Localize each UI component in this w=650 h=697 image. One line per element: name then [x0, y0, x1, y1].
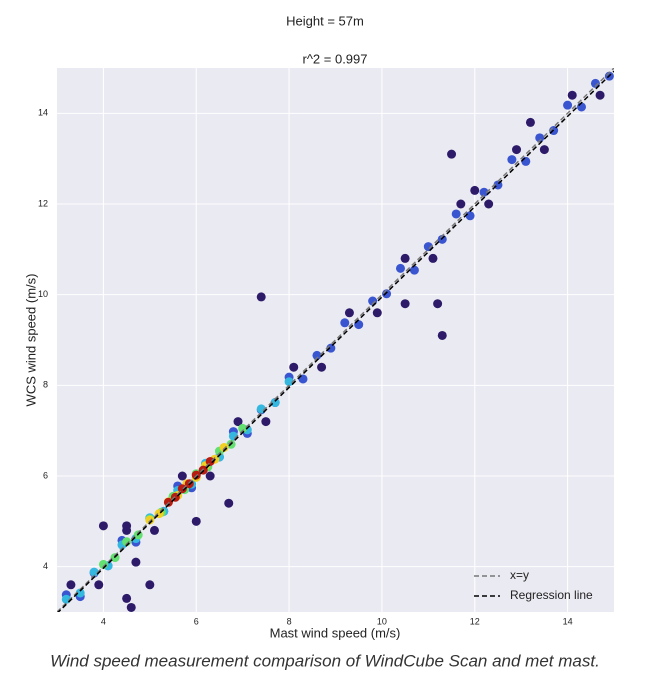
x-tick-label: 8 [287, 616, 292, 626]
point [595, 90, 605, 100]
point [535, 133, 545, 143]
reference-line [57, 68, 614, 612]
point [340, 318, 350, 328]
point [205, 471, 215, 481]
point [447, 149, 457, 159]
point [433, 299, 443, 309]
point [233, 417, 243, 427]
point [75, 588, 85, 598]
chart-subtitle: r^2 = 0.997 [302, 51, 367, 66]
point [428, 253, 438, 263]
x-axis-label: Mast wind speed (m/s) [270, 625, 401, 640]
point [284, 377, 294, 387]
point [270, 398, 280, 408]
point [465, 211, 475, 221]
point [395, 263, 405, 273]
y-tick-label: 10 [38, 289, 48, 299]
caption: Wind speed measurement comparison of Win… [50, 651, 600, 670]
point [66, 580, 76, 590]
point [312, 350, 322, 360]
point [437, 330, 447, 340]
point [177, 471, 187, 481]
point [451, 209, 461, 219]
point [409, 265, 419, 275]
x-tick-label: 12 [470, 616, 480, 626]
point [145, 515, 155, 525]
point [261, 417, 271, 427]
y-tick-label: 14 [38, 108, 48, 118]
x-tick-label: 4 [101, 616, 106, 626]
x-tick-label: 10 [377, 616, 387, 626]
y-tick-label: 12 [38, 198, 48, 208]
point [94, 580, 104, 590]
y-tick-label: 6 [43, 470, 48, 480]
y-axis-label: WCS wind speed (m/s) [23, 274, 38, 407]
point [238, 423, 248, 433]
point [122, 521, 132, 531]
point [289, 362, 299, 372]
x-tick-label: 14 [563, 616, 573, 626]
point [149, 525, 159, 535]
point [224, 498, 234, 508]
point [590, 78, 600, 88]
point [372, 308, 382, 318]
point [525, 117, 535, 127]
point [317, 362, 327, 372]
legend-label: x=y [510, 568, 529, 582]
reference-line [57, 70, 614, 612]
point [400, 299, 410, 309]
x-tick-label: 6 [194, 616, 199, 626]
y-tick-label: 4 [43, 561, 48, 571]
point [344, 308, 354, 318]
y-tick-label: 8 [43, 380, 48, 390]
point [98, 521, 108, 531]
point [567, 90, 577, 100]
point [256, 292, 266, 302]
point [507, 155, 517, 165]
point [484, 199, 494, 209]
legend-label: Regression line [510, 588, 593, 602]
point [219, 442, 229, 452]
point [479, 187, 489, 197]
point [512, 145, 522, 155]
point [122, 593, 132, 603]
point [539, 145, 549, 155]
point [89, 567, 99, 577]
point [456, 199, 466, 209]
point [126, 602, 136, 612]
point [131, 557, 141, 567]
point [145, 580, 155, 590]
point [400, 253, 410, 263]
point [470, 185, 480, 195]
point [563, 100, 573, 110]
chart-title: Height = 57m [286, 13, 364, 28]
point [191, 516, 201, 526]
